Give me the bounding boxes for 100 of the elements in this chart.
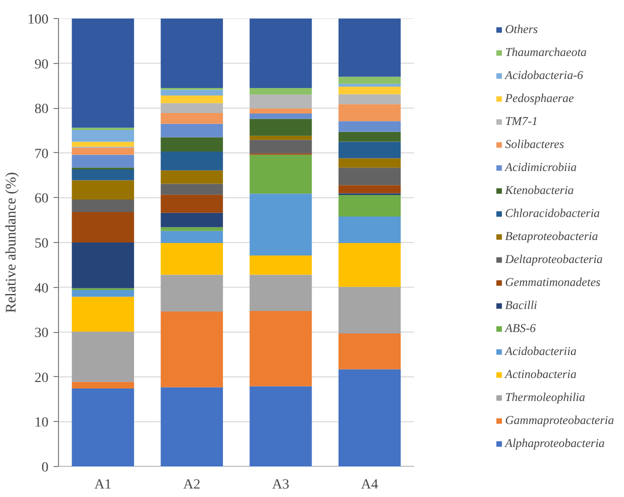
- bar: [72, 130, 134, 142]
- bar: [160, 137, 223, 152]
- bar: [160, 311, 223, 388]
- legend-label: Solibacteres: [505, 137, 564, 152]
- bar: [160, 184, 223, 195]
- legend-label: Acidimicrobiia: [505, 160, 577, 175]
- bar: [72, 199, 134, 212]
- bar: [160, 170, 223, 184]
- y-tick-label: 100: [28, 12, 48, 28]
- bar: [338, 84, 401, 87]
- bar: [250, 194, 312, 256]
- y-tick-label: 70: [34, 146, 48, 162]
- bar: [72, 148, 134, 155]
- bar: [72, 142, 134, 147]
- bar: [338, 132, 401, 142]
- bar: [338, 216, 401, 243]
- bar: [338, 121, 401, 132]
- legend-label: Ktenobacteria: [505, 183, 574, 198]
- legend-label: TM7-1: [505, 114, 538, 129]
- legend-label: Thermoleophilia: [505, 390, 586, 405]
- y-tick-label: 10: [34, 416, 48, 431]
- bar: [160, 96, 223, 104]
- legend-label: Gemmatimonadetes: [505, 275, 600, 290]
- x-tick-label: A2: [183, 478, 200, 492]
- bar: [72, 169, 134, 180]
- y-tick-label: 30: [34, 326, 48, 342]
- bar: [338, 158, 401, 168]
- legend-label: Bacilli: [505, 298, 538, 313]
- bar: [250, 311, 312, 386]
- bar: [72, 212, 134, 242]
- legend-label: Pedosphaerae: [505, 91, 574, 106]
- bar: [250, 94, 312, 109]
- bar: [160, 242, 223, 275]
- bar: [250, 154, 312, 194]
- bar: [250, 140, 312, 154]
- y-tick-label: 20: [34, 370, 48, 386]
- bar: [72, 18, 134, 128]
- bar: [72, 154, 134, 168]
- bar: [160, 387, 223, 466]
- bar: [338, 185, 401, 194]
- bar: [72, 296, 134, 332]
- bar: [338, 142, 401, 158]
- legend-label: Acidobacteriia: [505, 344, 576, 359]
- y-tick-label: 40: [34, 281, 48, 296]
- bar: [338, 76, 401, 84]
- bar: [338, 195, 401, 217]
- x-tick-label: A1: [94, 478, 112, 492]
- bar: [250, 386, 312, 466]
- bar: [160, 103, 223, 114]
- y-tick-label: 90: [34, 57, 48, 72]
- legend-label: Betaproteobacteria: [505, 229, 598, 244]
- legend-label: Thaumarchaeota: [505, 45, 587, 60]
- y-tick-label: 80: [34, 102, 48, 118]
- bar: [338, 94, 401, 104]
- bar: [338, 286, 401, 334]
- bar: [338, 168, 401, 186]
- bar: [72, 388, 134, 466]
- bar: [160, 90, 223, 96]
- bar: [160, 124, 223, 138]
- bar: [250, 18, 312, 88]
- bar: [160, 230, 223, 243]
- legend-label: Others: [505, 22, 538, 37]
- x-tick-label: A4: [361, 478, 378, 492]
- bar: [72, 382, 134, 389]
- y-tick-label: 50: [34, 236, 48, 252]
- bar: [250, 108, 312, 114]
- bar: [250, 118, 312, 136]
- bar: [72, 290, 134, 297]
- bar: [338, 333, 401, 370]
- bar: [160, 18, 223, 88]
- bar: [160, 274, 223, 312]
- bar: [160, 212, 223, 228]
- bar: [250, 113, 312, 119]
- bar: [72, 180, 134, 200]
- bar: [250, 255, 312, 275]
- bar: [250, 274, 312, 312]
- bar: [160, 152, 223, 170]
- bar: [338, 86, 401, 94]
- bar: [160, 113, 223, 124]
- bar: [160, 194, 223, 213]
- bar: [250, 88, 312, 95]
- legend-label: Acidobacteria-6: [505, 68, 584, 83]
- x-tick-label: A3: [272, 478, 290, 492]
- bar: [72, 242, 134, 288]
- y-tick-label: 60: [34, 192, 48, 207]
- y-axis-title: Relative abundance (%): [4, 172, 20, 313]
- legend-label: Gammaproteobacteria: [505, 413, 614, 428]
- bar: [250, 136, 312, 140]
- legend-label: ABS-6: [505, 321, 536, 336]
- bar: [338, 18, 401, 77]
- bar: [338, 369, 401, 466]
- bar: [338, 104, 401, 122]
- legend-label: Actinobacteria: [505, 367, 576, 382]
- bar: [338, 242, 401, 287]
- legend-label: Chloracidobacteria: [505, 206, 600, 221]
- bar: [72, 332, 134, 382]
- bar: [160, 227, 223, 231]
- legend-label: Deltaproteobacteria: [505, 252, 603, 267]
- legend-label: Alphaproteobacteria: [505, 436, 605, 451]
- y-tick-label: 0: [42, 460, 48, 476]
